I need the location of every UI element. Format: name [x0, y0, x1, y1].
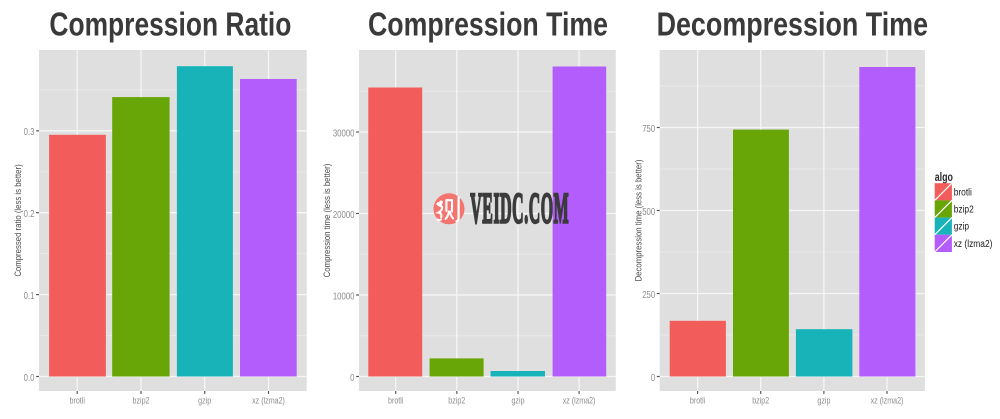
- svg-text:0.0: 0.0: [24, 372, 35, 383]
- svg-text:bzip2: bzip2: [448, 396, 465, 406]
- svg-text:xz (lzma2): xz (lzma2): [871, 396, 904, 406]
- svg-text:20000: 20000: [333, 209, 355, 220]
- svg-text:Compressed ratio (less is bett: Compressed ratio (less is better): [12, 164, 23, 276]
- svg-text:bzip2: bzip2: [133, 396, 150, 406]
- svg-text:10000: 10000: [333, 290, 355, 301]
- svg-text:gzip: gzip: [954, 221, 969, 233]
- svg-text:Compression Ratio: Compression Ratio: [49, 7, 291, 43]
- svg-text:0.1: 0.1: [24, 290, 35, 301]
- svg-text:Compression time (less is bett: Compression time (less is better): [321, 164, 332, 278]
- svg-text:30000: 30000: [333, 127, 355, 138]
- svg-text:brotli: brotli: [388, 396, 404, 406]
- svg-text:0.2: 0.2: [24, 208, 35, 219]
- svg-text:Decompression Time: Decompression Time: [657, 7, 928, 43]
- svg-text:Decompression time (less is be: Decompression time (less is better): [633, 159, 644, 281]
- svg-text:brotli: brotli: [954, 186, 972, 198]
- svg-text:VEIDC.COM: VEIDC.COM: [470, 185, 569, 233]
- svg-text:gzip: gzip: [198, 396, 211, 406]
- svg-text:brotli: brotli: [690, 396, 706, 406]
- svg-text:0.3: 0.3: [24, 126, 35, 137]
- svg-text:gzip: gzip: [511, 396, 524, 406]
- svg-text:bzip2: bzip2: [954, 204, 974, 216]
- svg-text:xz (lzma2): xz (lzma2): [954, 238, 993, 250]
- svg-text:gzip: gzip: [817, 396, 830, 406]
- svg-text:250: 250: [642, 289, 655, 300]
- svg-text:algo: algo: [935, 172, 953, 184]
- svg-text:xz (lzma2): xz (lzma2): [563, 396, 596, 406]
- svg-text:500: 500: [642, 206, 655, 217]
- svg-text:0: 0: [651, 372, 655, 383]
- svg-text:bzip2: bzip2: [752, 396, 769, 406]
- svg-text:xz (lzma2): xz (lzma2): [252, 396, 285, 406]
- svg-text:brotli: brotli: [69, 396, 85, 406]
- svg-text:750: 750: [642, 123, 655, 134]
- svg-text:0: 0: [350, 372, 354, 383]
- svg-text:Compression Time: Compression Time: [368, 7, 608, 43]
